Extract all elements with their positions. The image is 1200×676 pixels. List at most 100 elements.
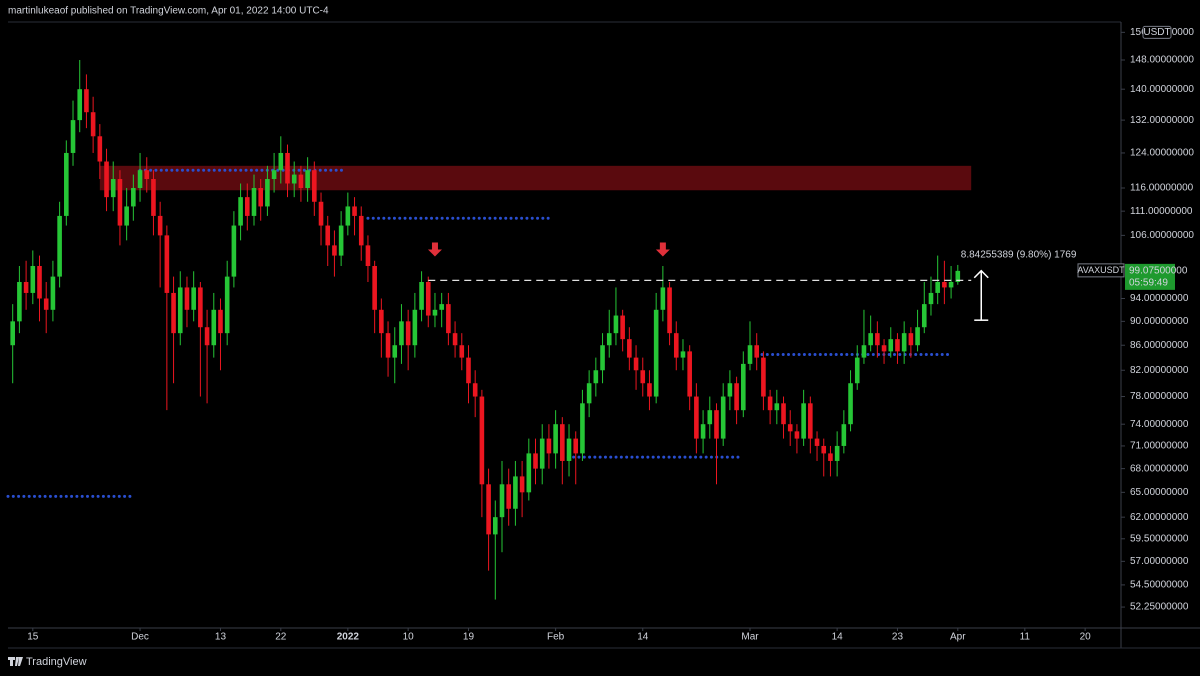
- candle: [499, 460, 505, 553]
- candle: [177, 271, 183, 346]
- candle: [653, 292, 659, 404]
- candle: [285, 144, 290, 198]
- candle-body: [499, 484, 505, 518]
- candle-body: [761, 357, 766, 397]
- candle-body: [908, 333, 914, 346]
- candle: [486, 468, 491, 571]
- candle-body: [17, 281, 22, 322]
- candle: [358, 206, 364, 261]
- candle-body: [110, 179, 116, 198]
- last-price-label: 99.07500000: [1129, 266, 1188, 277]
- candle-body: [774, 403, 780, 411]
- candle: [332, 230, 337, 277]
- candle: [533, 438, 538, 485]
- candle: [244, 183, 250, 231]
- candle-body: [486, 484, 491, 535]
- candle-body: [781, 403, 786, 425]
- y-tick-label: 54.50000000: [1130, 580, 1189, 591]
- candle: [231, 211, 237, 288]
- candle-body: [875, 333, 880, 346]
- down-arrow: [655, 242, 670, 257]
- candle-body: [258, 188, 263, 207]
- candle-body: [224, 276, 230, 334]
- candle: [43, 281, 49, 334]
- candle: [774, 389, 780, 425]
- candle: [425, 276, 431, 328]
- y-tick-label: 132.00000000: [1130, 115, 1194, 126]
- candle-body: [653, 309, 659, 397]
- y-tick-label: 62.00000000: [1130, 512, 1189, 523]
- candle-body: [137, 170, 143, 189]
- candle: [265, 165, 270, 216]
- candle-body: [808, 403, 813, 439]
- candle-body: [392, 345, 398, 358]
- candle: [298, 165, 304, 202]
- candle-body: [539, 438, 545, 469]
- candle-body: [553, 424, 558, 454]
- candle-body: [955, 270, 961, 282]
- candle: [955, 264, 961, 285]
- candle-body: [747, 345, 753, 364]
- candle-body: [425, 281, 431, 316]
- y-tick-label: 106.00000000: [1130, 230, 1194, 241]
- candle: [198, 281, 203, 397]
- y-tick-label: 116.00000000: [1130, 183, 1194, 194]
- candle-body: [834, 445, 840, 461]
- candle: [627, 327, 632, 371]
- candle-body: [546, 438, 552, 454]
- candle: [191, 271, 196, 322]
- candle-body: [881, 345, 887, 352]
- candle: [131, 174, 136, 221]
- candle: [901, 321, 907, 364]
- candle-body: [794, 431, 800, 439]
- footer-brand: TradingView: [26, 656, 87, 668]
- candle: [808, 396, 813, 454]
- candle-body: [405, 321, 411, 346]
- candle-body: [633, 357, 639, 371]
- candle-body: [506, 484, 512, 509]
- candle: [459, 333, 465, 371]
- candle: [908, 327, 914, 358]
- candle-body: [492, 517, 498, 535]
- candle: [828, 445, 833, 477]
- candle-body: [519, 476, 525, 493]
- candle-body: [238, 197, 243, 226]
- plot-area: 8.84255389 (9.80%) 1769: [6, 59, 1077, 600]
- candle-body: [720, 396, 726, 439]
- candle: [104, 148, 109, 212]
- candle-body: [606, 333, 612, 346]
- candle-body: [265, 179, 270, 207]
- candle-body: [533, 453, 538, 469]
- candle: [747, 321, 753, 371]
- countdown: 05:59:49: [1129, 278, 1168, 289]
- candle-body: [921, 304, 927, 328]
- candle-body: [600, 345, 605, 371]
- candle: [741, 351, 746, 418]
- candle: [385, 321, 391, 377]
- candle: [17, 265, 22, 334]
- candle: [312, 161, 317, 216]
- symbol-label: AVAXUSDT: [1077, 265, 1125, 275]
- candle-body: [754, 345, 760, 358]
- candle: [895, 333, 900, 364]
- candle-body: [305, 170, 310, 189]
- candle: [734, 376, 739, 425]
- candle-body: [707, 410, 713, 425]
- candle-body: [419, 281, 424, 310]
- y-tick-label: 65.00000000: [1130, 487, 1189, 498]
- candle-body: [144, 170, 150, 180]
- candle-body: [151, 179, 156, 216]
- candle: [539, 424, 545, 485]
- candle: [365, 235, 371, 282]
- candle-body: [318, 201, 324, 226]
- candle-body: [439, 304, 444, 310]
- measure-head: [973, 269, 989, 279]
- y-tick-label: 57.00000000: [1130, 556, 1189, 567]
- candle: [834, 431, 840, 477]
- candle-body: [198, 287, 203, 328]
- candle: [915, 309, 920, 352]
- candle-body: [131, 188, 136, 207]
- x-tick-label: 20: [1080, 632, 1092, 643]
- x-tick-label: 22: [275, 632, 287, 643]
- candle-body: [942, 281, 947, 288]
